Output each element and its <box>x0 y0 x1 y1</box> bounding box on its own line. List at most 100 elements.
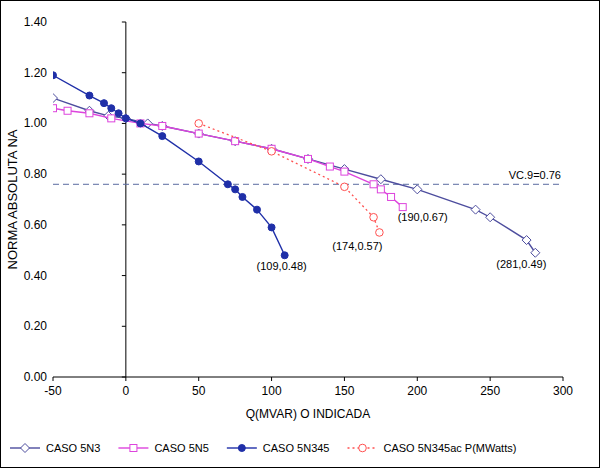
y-axis-title: NORMA ABSOLUTA NA <box>5 129 20 269</box>
y-tick <box>122 224 126 225</box>
x-axis-title: Q(MVAR) O INDICADA <box>246 407 370 421</box>
y-tick <box>122 326 126 327</box>
y-tick-label: 1.40 <box>24 15 48 29</box>
y-tick <box>122 174 126 175</box>
reference-line <box>53 184 563 185</box>
legend-label: CASO 5N345ac P(MWatts) <box>384 442 517 454</box>
x-tick-label: 100 <box>262 384 282 398</box>
data-point <box>239 193 246 200</box>
data-point <box>376 175 385 184</box>
data-point <box>53 94 58 103</box>
x-tick-label: 300 <box>553 384 573 398</box>
x-tick-label: 200 <box>407 384 427 398</box>
data-point <box>531 248 540 257</box>
data-point <box>86 110 93 117</box>
x-tick-label: 50 <box>192 384 206 398</box>
data-point <box>86 92 93 99</box>
data-point <box>101 100 108 107</box>
legend-marker <box>130 445 137 452</box>
reference-label: VC.9=0.76 <box>509 169 561 181</box>
data-point <box>399 204 406 211</box>
y-tick <box>122 72 126 73</box>
x-tick <box>271 377 272 381</box>
legend-marker <box>238 445 245 452</box>
chart: 0.00 0.20 0.40 0.60 0.80 1.00 1.20 1.40 -50 0 50 10… <box>0 0 600 468</box>
series-line <box>53 108 403 207</box>
x-tick <box>490 377 491 381</box>
legend-label: CASO 5N345 <box>263 442 330 454</box>
series-line <box>199 123 380 232</box>
y-tick <box>122 123 126 124</box>
annotation: (281,0.49) <box>496 258 546 270</box>
data-point <box>377 186 384 193</box>
x-tick <box>198 377 199 381</box>
data-point <box>370 181 377 188</box>
x-tick <box>417 377 418 381</box>
data-point <box>195 120 203 128</box>
y-tick <box>122 22 126 23</box>
data-point <box>137 120 144 127</box>
y-tick-label: 1.00 <box>24 116 48 130</box>
annotation: (174,0.57) <box>332 240 382 252</box>
data-point <box>268 148 276 156</box>
y-tick-label: 0.20 <box>24 319 48 333</box>
y-tick-label: 1.20 <box>24 66 48 80</box>
x-tick <box>125 377 126 381</box>
data-point <box>413 185 422 194</box>
data-point <box>341 183 349 191</box>
data-point <box>232 186 239 193</box>
data-point <box>370 213 378 221</box>
data-point <box>108 115 115 122</box>
y-tick-label: 0.80 <box>24 167 48 181</box>
y-tick-label: 0.40 <box>24 269 48 283</box>
legend: CASO 5N3 CASO 5N5 CASO 5N345 CASO 5N345ac P… <box>10 442 516 454</box>
data-point <box>122 115 129 122</box>
data-point <box>224 181 231 188</box>
annotation: (109,0.48) <box>257 260 307 272</box>
data-point <box>137 120 144 127</box>
data-point <box>341 168 348 175</box>
annotation: (190,0.67) <box>398 211 448 223</box>
data-point <box>281 252 288 259</box>
x-tick-label: 0 <box>123 384 130 398</box>
data-point <box>115 110 122 117</box>
x-tick <box>344 377 345 381</box>
x-tick <box>563 377 564 381</box>
data-point <box>522 236 531 245</box>
data-point <box>195 130 202 137</box>
data-point <box>305 155 312 162</box>
data-point <box>53 105 57 112</box>
plot-area <box>53 72 563 259</box>
x-axis <box>53 377 563 378</box>
data-point <box>64 107 71 114</box>
y-tick-label: 0.60 <box>24 218 48 232</box>
data-point <box>159 133 166 140</box>
data-point <box>195 158 202 165</box>
series-line <box>53 98 535 253</box>
data-point <box>108 105 115 112</box>
x-tick-label: 150 <box>334 384 354 398</box>
x-tick-label: -50 <box>44 384 62 398</box>
legend-marker <box>21 444 30 453</box>
data-point <box>53 72 57 79</box>
chart-border <box>1 1 600 468</box>
legend-label: CASO 5N3 <box>46 442 100 454</box>
data-point <box>471 205 480 214</box>
series-line <box>53 75 285 255</box>
data-point <box>388 193 395 200</box>
data-point <box>254 206 261 213</box>
data-point <box>376 229 384 237</box>
legend-marker <box>359 444 367 452</box>
data-point <box>231 137 240 146</box>
x-tick-label: 250 <box>480 384 500 398</box>
data-point <box>194 129 203 138</box>
data-point <box>268 224 275 231</box>
data-point <box>304 154 313 163</box>
legend-label: CASO 5N5 <box>154 442 208 454</box>
y-axis <box>125 22 126 377</box>
x-tick <box>53 377 54 381</box>
y-tick-label: 0.00 <box>24 370 48 384</box>
data-point <box>326 163 333 170</box>
data-point <box>159 122 166 129</box>
data-point <box>486 213 495 222</box>
